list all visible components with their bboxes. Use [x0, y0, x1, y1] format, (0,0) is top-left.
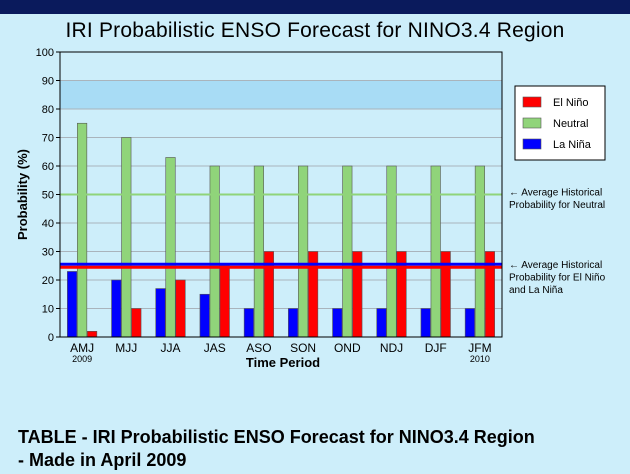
x-year-label-2009: 2009 — [72, 354, 92, 364]
bar-lania-jja — [155, 288, 166, 338]
chart-title: IRI Probabilistic ENSO Forecast for NINO… — [65, 19, 565, 42]
bar-elnio-mjj — [131, 308, 142, 338]
y-tick-label-80: 80 — [42, 104, 54, 116]
caption-line-2: - Made in April 2009 — [18, 450, 187, 470]
y-tick-label-90: 90 — [42, 76, 54, 88]
x-year-label-2010: 2010 — [470, 354, 490, 364]
x-tick-label-ndj: NDJ — [380, 341, 403, 355]
x-tick-label-jfm: JFM — [468, 341, 491, 355]
bar-lania-djf — [420, 308, 431, 338]
top-bar — [0, 0, 630, 14]
y-tick-label-50: 50 — [42, 190, 54, 202]
x-axis-title: Time Period — [246, 355, 320, 370]
highlight-band — [60, 80, 502, 109]
x-tick-label-ond: OND — [334, 341, 361, 355]
x-tick-label-djf: DJF — [425, 341, 447, 355]
legend-swatch-neutral — [522, 117, 542, 129]
legend-label-elnio: El Niño — [553, 97, 588, 109]
x-tick-label-jas: JAS — [204, 341, 226, 355]
bar-lania-jfm — [464, 308, 475, 338]
x-tick-label-jja: JJA — [160, 341, 180, 355]
caption-line-1: TABLE - IRI Probabilistic ENSO Forecast … — [18, 427, 535, 447]
annotation-25-line-0: ← Average Historical — [509, 260, 602, 271]
y-tick-label-60: 60 — [42, 161, 54, 173]
bar-neutral-amj — [77, 122, 88, 338]
bar-lania-mjj — [111, 279, 122, 338]
legend-swatch-lania — [522, 138, 542, 150]
y-tick-label-20: 20 — [42, 275, 54, 287]
x-tick-label-amj: AMJ — [70, 341, 94, 355]
y-tick-label-70: 70 — [42, 133, 54, 145]
bar-neutral-djf — [430, 165, 441, 338]
y-tick-label-100: 100 — [36, 47, 54, 59]
y-tick-label-0: 0 — [48, 332, 54, 344]
bar-elnio-jja — [175, 279, 186, 338]
bar-lania-aso — [243, 308, 254, 338]
legend-swatch-elnio — [522, 96, 542, 108]
y-tick-label-30: 30 — [42, 247, 54, 259]
bar-neutral-ndj — [386, 165, 397, 338]
bar-neutral-ond — [342, 165, 353, 338]
bar-lania-jas — [199, 293, 210, 338]
bar-neutral-jas — [209, 165, 220, 338]
bar-lania-ndj — [376, 308, 387, 338]
bar-elnio-amj — [87, 330, 98, 338]
plot-border — [59, 51, 503, 338]
x-tick-label-mjj: MJJ — [115, 341, 137, 355]
x-tick-label-aso: ASO — [246, 341, 271, 355]
annotation-50-line-0: ← Average Historical — [509, 188, 602, 199]
bar-lania-ond — [332, 308, 343, 338]
annotation-25-line-2: and La Niña — [509, 285, 563, 296]
x-tick-label-son: SON — [290, 341, 316, 355]
bar-neutral-mjj — [121, 137, 132, 338]
legend-label-neutral: Neutral — [553, 118, 588, 130]
y-tick-label-10: 10 — [42, 304, 54, 316]
bar-neutral-aso — [253, 165, 264, 338]
y-tick-label-40: 40 — [42, 218, 54, 230]
bar-neutral-jfm — [474, 165, 485, 338]
annotation-50-line-1: Probability for Neutral — [509, 200, 605, 211]
bar-neutral-jja — [165, 157, 176, 338]
bar-lania-amj — [67, 271, 78, 338]
annotation-25-line-1: Probability for El Niño — [509, 272, 606, 283]
bar-lania-son — [288, 308, 299, 338]
bar-neutral-son — [298, 165, 309, 338]
legend-label-lania: La Niña — [553, 139, 592, 151]
caption: TABLE - IRI Probabilistic ENSO Forecast … — [18, 426, 618, 472]
bar-elnio-jas — [219, 265, 230, 338]
y-axis-title: Probability (%) — [15, 149, 30, 240]
